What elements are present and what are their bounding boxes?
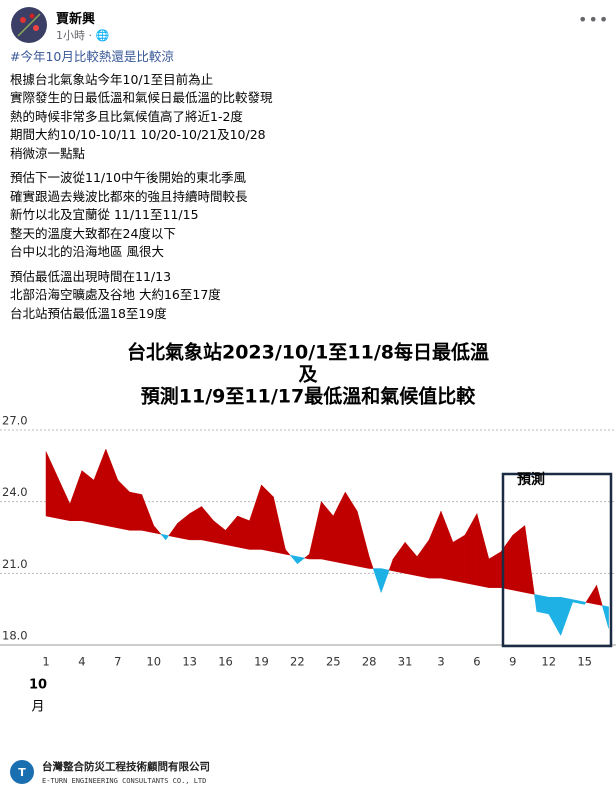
- x-tick-label: 15: [577, 655, 592, 669]
- band-segment: [368, 556, 374, 569]
- x-tick-label: 28: [362, 655, 377, 669]
- band-segment: [512, 525, 526, 593]
- x-tick-label: 31: [398, 655, 413, 669]
- more-button[interactable]: •••: [578, 10, 610, 29]
- band-segment: [153, 524, 162, 535]
- x-tick-label: 10: [146, 655, 161, 669]
- y-tick-label: 24.0: [2, 485, 28, 499]
- month-label: 月: [31, 700, 44, 715]
- post-text: #今年10月比較熱還是比較涼 根據台北氣象站今年10/1至目前為止實際發生的日最…: [10, 48, 273, 329]
- text-line: 確實跟過去幾波比都來的強且持續時間較長: [10, 188, 248, 204]
- x-tick-label: 25: [326, 655, 341, 669]
- band-segment: [524, 525, 535, 595]
- band-segment: [285, 548, 291, 556]
- text-line: 預估下一波從11/10中午後開始的東北季風: [10, 170, 247, 185]
- x-tick-label: 1: [42, 655, 49, 669]
- x-tick-label: 3: [437, 655, 444, 669]
- band-segment: [81, 470, 95, 524]
- band-segment: [165, 534, 170, 541]
- band-segment: [452, 534, 466, 584]
- annotation: 預測: [517, 471, 545, 488]
- y-tick-label: 21.0: [2, 557, 28, 571]
- paragraph: 根據台北氣象站今年10/1至目前為止實際發生的日最低溫和氣候日最低溫的比較發現熱…: [10, 71, 273, 164]
- x-tick-label: 22: [290, 655, 305, 669]
- footer-logo: T 台灣整合防災工程技術顧問有限公司 E-TURN ENGINEERING CO…: [10, 760, 210, 785]
- band-segment: [237, 515, 250, 550]
- author[interactable]: 賈新興: [56, 12, 96, 27]
- text-line: 北部沿海空曠處及谷地 大約16至17度: [10, 287, 221, 302]
- text-line: 實際發生的日最低溫和氣候日最低溫的比較發現: [10, 90, 273, 105]
- hashtag[interactable]: #今年10月比較熱還是比較涼: [10, 49, 174, 64]
- company-name: 台灣整合防災工程技術顧問有限公司: [42, 760, 210, 773]
- text-line: 新竹以北及宜蘭從 11/11至11/15: [10, 207, 199, 222]
- y-tick-label: 18.0: [2, 629, 28, 643]
- text-line: 期間大約10/10-10/11 10/20-10/21及10/28: [10, 127, 266, 142]
- time[interactable]: 1小時: [56, 29, 85, 42]
- company-name-en: E-TURN ENGINEERING CONSULTANTS CO., LTD: [42, 777, 206, 785]
- band-segment: [584, 601, 587, 606]
- paragraph: 預估最低溫出現時間在11/13 北部沿海空曠處及谷地 大約16至17度 台北站預估最…: [10, 268, 273, 324]
- forecast-box: [501, 472, 613, 648]
- band-segment: [261, 484, 274, 553]
- x-tick-label: 19: [254, 655, 269, 669]
- chart-title: 及: [298, 364, 318, 386]
- x-tick-label: 16: [218, 655, 233, 669]
- chart: 台北氣象站2023/10/1至11/8每日最低溫及預測11/9至11/17最低溫…: [0, 335, 616, 800]
- band-segment: [129, 491, 143, 531]
- paragraph: 預估下一波從11/10中午後開始的東北季風 確實跟過去幾波比都來的強且持續時間較長…: [10, 169, 273, 262]
- text-line: 稍微涼一點點: [10, 145, 86, 161]
- text-line: 根據台北氣象站今年10/1至目前為止: [10, 71, 214, 87]
- x-tick-label: 7: [114, 655, 121, 669]
- band-segment: [601, 605, 609, 629]
- text-line: 台中以北的沿海地區 風很大: [10, 244, 164, 259]
- band-segment: [596, 585, 603, 606]
- band-segment: [536, 594, 549, 615]
- svg-text:T: T: [18, 766, 26, 779]
- text-line: 預估最低溫出現時間在11/13: [10, 268, 172, 284]
- chart-title: 預測11/9至11/17最低溫和氣候值比較: [141, 385, 476, 408]
- y-tick-label: 27.0: [2, 414, 28, 428]
- text-line: 熱的時候非常多且比氣候值高了將近1-2度: [10, 108, 243, 124]
- x-tick-label: 13: [182, 655, 197, 669]
- month-label: 10: [29, 678, 47, 693]
- x-tick-label: 9: [509, 655, 516, 669]
- x-tick-label: 6: [473, 655, 480, 669]
- x-tick-label: 12: [541, 655, 556, 669]
- avatar[interactable]: [10, 6, 48, 44]
- x-tick-label: 4: [78, 655, 85, 669]
- timestamp[interactable]: 1小時 · 🌐: [56, 29, 110, 42]
- band-segment: [297, 556, 306, 565]
- text-line: 台北站預估最低溫18至19度: [10, 305, 167, 321]
- band-segment: [380, 568, 390, 593]
- chart-title: 台北氣象站2023/10/1至11/8每日最低溫: [127, 341, 489, 364]
- text-line: 整天的溫度大致都在24度以下: [10, 225, 176, 241]
